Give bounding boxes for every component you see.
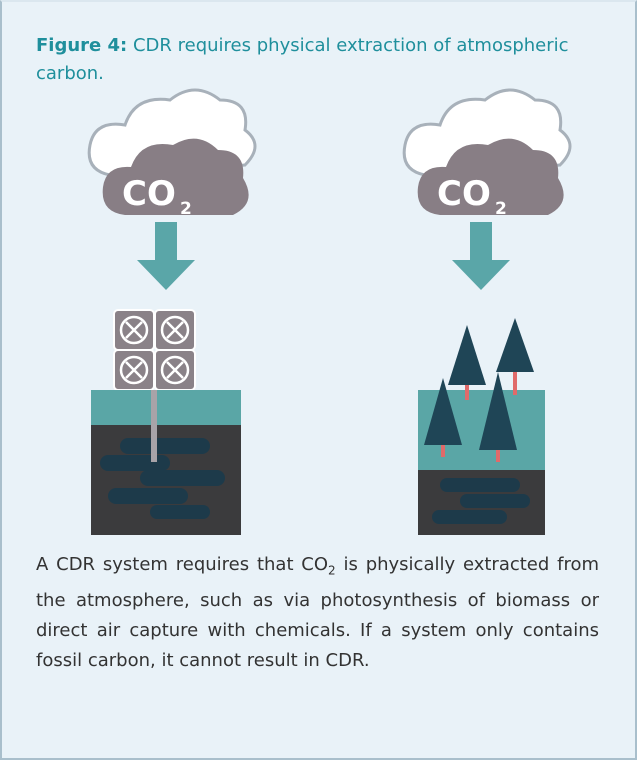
cloud <box>102 138 249 215</box>
arrow <box>155 222 177 262</box>
right-panel: CO 2 <box>402 88 572 535</box>
cloud-text: CO <box>122 174 176 214</box>
left-panel: CO 2 <box>87 88 257 535</box>
figure-label: Figure 4: <box>36 35 128 56</box>
cloud-subscript: 2 <box>180 199 192 219</box>
caption-subscript: 2 <box>328 563 336 578</box>
caption: A CDR system requires that CO2 is physic… <box>36 550 599 676</box>
arrow-head <box>137 260 195 290</box>
cloud-subscript: 2 <box>495 199 507 219</box>
caption-text: is physically extracted from the atmosph… <box>36 554 600 671</box>
figure-title: Figure 4: CDR requires physical extracti… <box>36 32 596 88</box>
cloud <box>417 138 564 215</box>
cloud-text: CO <box>437 174 491 214</box>
figure-title-text: CDR requires physical extraction of atmo… <box>36 35 569 84</box>
caption-text: A CDR system requires that CO <box>36 554 329 575</box>
